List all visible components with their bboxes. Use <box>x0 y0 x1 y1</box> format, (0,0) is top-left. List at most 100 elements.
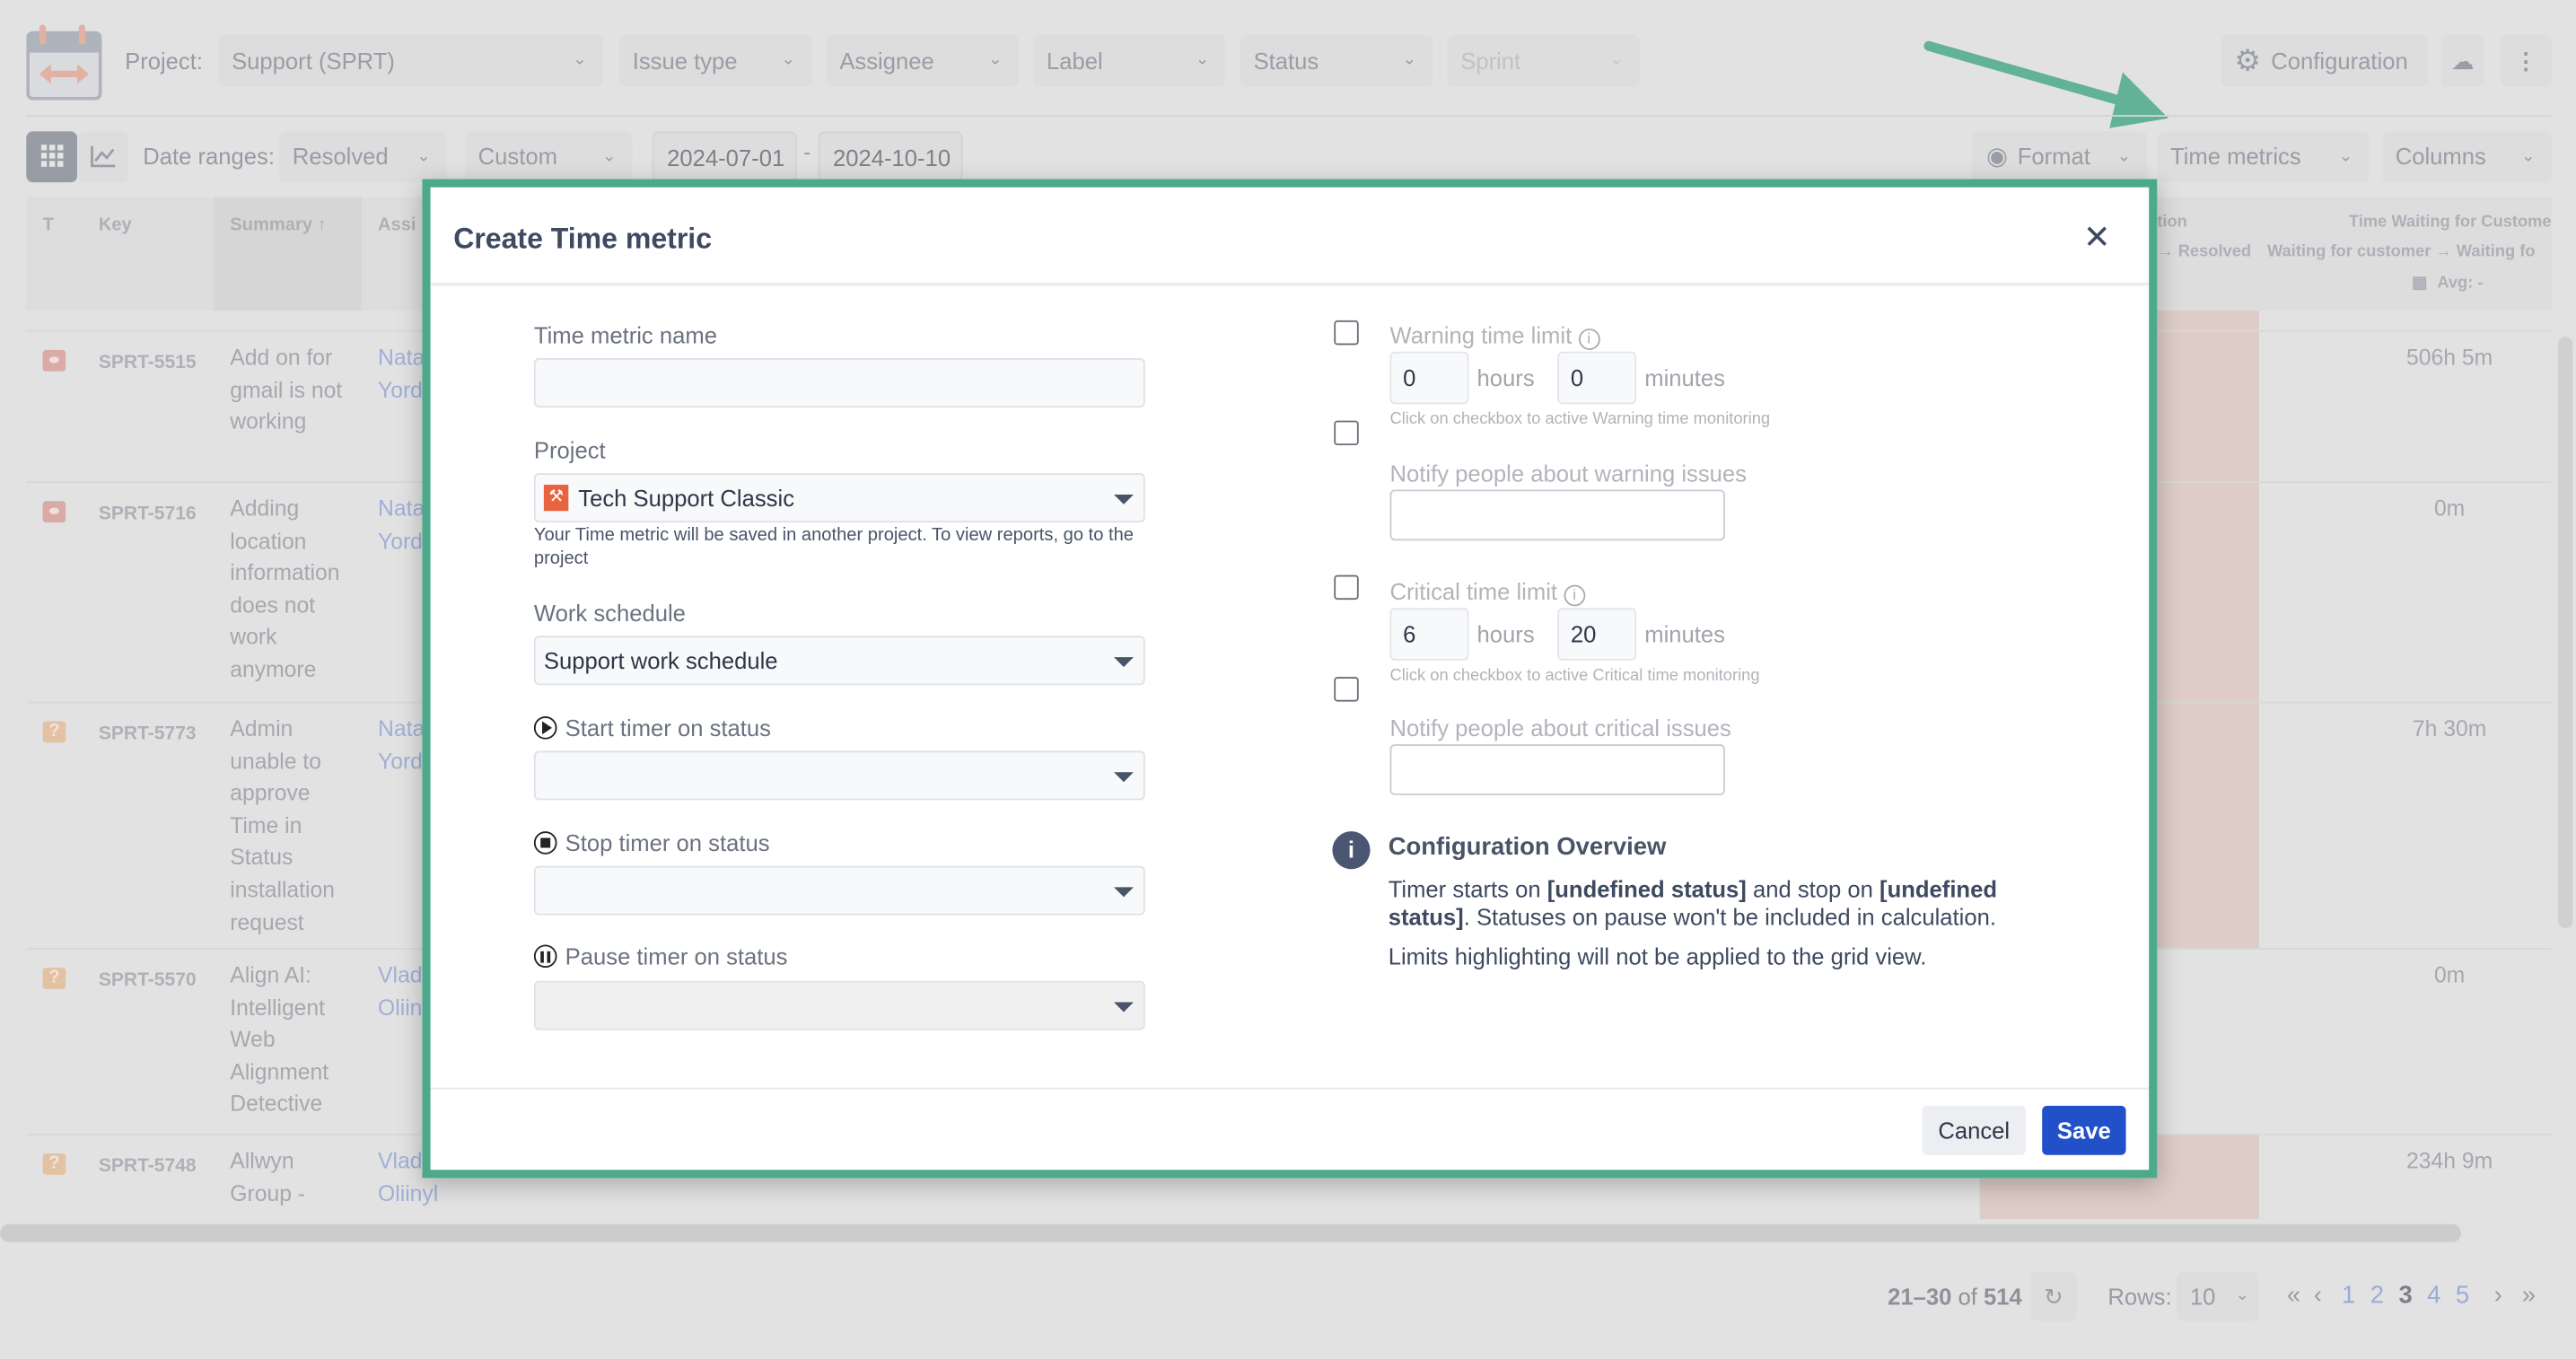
project-select-value: Support (SPRT) <box>232 48 395 75</box>
critical-minutes-input[interactable]: 20 <box>1557 608 1637 661</box>
assignee-filter[interactable]: Assignee ⌄ <box>826 34 1019 88</box>
status-filter[interactable]: Status ⌄ <box>1240 34 1433 88</box>
notify-critical-input[interactable] <box>1389 744 1725 795</box>
filter-label: Label <box>1046 48 1103 75</box>
assignee-link[interactable]: Vlad Oliin <box>377 962 423 1020</box>
rows-per-page-select[interactable]: 10 ⌄ <box>2177 1271 2259 1321</box>
chart-view-button[interactable] <box>78 131 128 183</box>
question-type-icon: ? <box>42 1153 66 1175</box>
refresh-button[interactable]: ↻ <box>2030 1271 2077 1321</box>
issue-key[interactable]: SPRT-5748 <box>98 1156 197 1177</box>
cancel-button[interactable]: Cancel <box>1922 1105 2026 1155</box>
sprint-filter[interactable]: Sprint ⌄ <box>1447 34 1640 88</box>
critical-limit-text: Critical time limit <box>1389 578 1558 605</box>
chevron-down-icon: ⌄ <box>781 50 795 69</box>
critical-hours-input[interactable]: 6 <box>1389 608 1469 661</box>
date-from-value: 2024-07-01 <box>667 145 785 171</box>
pause-status-select[interactable] <box>533 980 1145 1030</box>
minutes-unit: minutes <box>1644 620 1725 648</box>
issue-type-filter[interactable]: Issue type ⌄ <box>619 34 812 88</box>
critical-limit-checkbox[interactable] <box>1334 574 1359 601</box>
page-link[interactable]: 5 <box>2455 1281 2470 1310</box>
stop-status-select[interactable] <box>533 865 1145 916</box>
time-metric-name-input[interactable] <box>533 358 1145 408</box>
date-mode-select[interactable]: Custom ⌄ <box>465 131 633 183</box>
columns-label: Columns <box>2395 143 2486 170</box>
pagination-nav: « ‹ 1 2 3 4 5 › » <box>2287 1282 2536 1310</box>
start-status-select[interactable] <box>533 750 1145 801</box>
app-logo <box>26 24 102 101</box>
chevron-down-icon: ⌄ <box>1402 50 1416 69</box>
close-button[interactable]: ✕ <box>2082 220 2111 257</box>
time-waiting-value: 0m <box>2433 495 2466 522</box>
configuration-button[interactable]: ⚙ Configuration <box>2221 34 2429 88</box>
header-summary[interactable]: Summary ↑ <box>230 215 327 235</box>
date-from-input[interactable]: 2024-07-01 <box>652 131 797 183</box>
warning-limit-checkbox[interactable] <box>1334 320 1359 346</box>
label-filter[interactable]: Label ⌄ <box>1033 34 1226 88</box>
header-partial-title: tion <box>2157 213 2187 232</box>
cloud-upload-button[interactable]: ☁ <box>2440 34 2484 88</box>
project-select-field[interactable]: ⚒ Tech Support Classic <box>533 473 1145 523</box>
footer-divider <box>430 1087 2150 1090</box>
time-metrics-select[interactable]: Time metrics ⌄ <box>2157 131 2370 183</box>
stop-timer-text: Stop timer on status <box>565 829 770 856</box>
warning-limit-text: Warning time limit <box>1389 321 1573 349</box>
chevron-down-icon: ⌄ <box>573 50 587 69</box>
filter-label: Status <box>1253 48 1319 75</box>
prev-page-icon[interactable]: ‹ <box>2313 1281 2322 1310</box>
assignee-link[interactable]: Nata Yord <box>377 345 425 402</box>
date-field-select[interactable]: Resolved ⌄ <box>279 131 447 183</box>
assignee-link[interactable]: Vlad Oliinyk <box>377 1148 437 1206</box>
warning-limit-label: Warning time limit i <box>1390 322 1600 350</box>
horizontal-scrollbar[interactable] <box>0 1223 2461 1242</box>
more-button[interactable]: ⋮ <box>2500 34 2552 88</box>
notify-warning-input[interactable] <box>1389 489 1725 541</box>
issue-key[interactable]: SPRT-5716 <box>98 504 197 524</box>
header-time-waiting[interactable]: Time Waiting for Custome <box>2348 213 2552 232</box>
filter-label: Issue type <box>632 48 738 75</box>
pagination-of: of <box>1958 1283 1977 1310</box>
header-type[interactable]: T <box>42 215 54 235</box>
work-schedule-select[interactable]: Support work schedule <box>533 636 1145 686</box>
save-button[interactable]: Save <box>2042 1105 2126 1155</box>
header-assignee[interactable]: Assi <box>377 215 416 235</box>
page-link[interactable]: 2 <box>2370 1281 2384 1310</box>
work-schedule-value: Support work schedule <box>543 647 778 674</box>
issue-key[interactable]: SPRT-5515 <box>98 353 197 373</box>
project-select[interactable]: Support (SPRT) ⌄ <box>218 34 603 88</box>
first-page-icon[interactable]: « <box>2286 1281 2301 1310</box>
page-link[interactable]: 3 <box>2398 1281 2413 1310</box>
header-avg: ▦ Avg: - <box>2412 275 2483 293</box>
stop-circle-icon <box>533 831 557 855</box>
assignee-link[interactable]: Nata Yord <box>377 495 425 554</box>
issue-key[interactable]: SPRT-5570 <box>98 970 197 991</box>
pause-timer-label: Pause timer on status <box>533 943 788 969</box>
page-link[interactable]: 1 <box>2341 1281 2356 1310</box>
last-page-icon[interactable]: » <box>2521 1281 2537 1310</box>
time-waiting-value: 7h 30m <box>2412 716 2487 741</box>
next-page-icon[interactable]: › <box>2493 1281 2502 1310</box>
format-select[interactable]: ◉ Format ⌄ <box>1971 131 2148 183</box>
page-link[interactable]: 4 <box>2427 1281 2441 1310</box>
warning-minutes-input[interactable]: 0 <box>1557 351 1637 405</box>
chevron-down-icon: ⌄ <box>988 50 1003 69</box>
chevron-down-icon: ⌄ <box>2235 1286 2249 1305</box>
avg-value: Avg: - <box>2437 274 2484 293</box>
date-to-input[interactable]: 2024-10-10 <box>818 131 963 183</box>
assignee-link[interactable]: Nata Yord <box>377 716 425 774</box>
gear-icon: ⚙ <box>2234 44 2261 78</box>
columns-select[interactable]: Columns ⌄ <box>2382 131 2552 183</box>
vertical-scrollbar[interactable] <box>2557 337 2573 929</box>
notify-warning-checkbox[interactable] <box>1334 420 1359 446</box>
warning-hours-input[interactable]: 0 <box>1389 351 1469 405</box>
grid-view-button[interactable] <box>26 131 78 183</box>
notify-critical-checkbox[interactable] <box>1334 677 1359 702</box>
caret-down-icon <box>1114 1002 1134 1013</box>
issue-key[interactable]: SPRT-5773 <box>98 724 197 745</box>
stop-timer-label: Stop timer on status <box>533 829 770 856</box>
pagination-range: 21–30 <box>1888 1283 1952 1310</box>
summary-header-bg <box>213 197 362 311</box>
header-key[interactable]: Key <box>98 215 132 235</box>
